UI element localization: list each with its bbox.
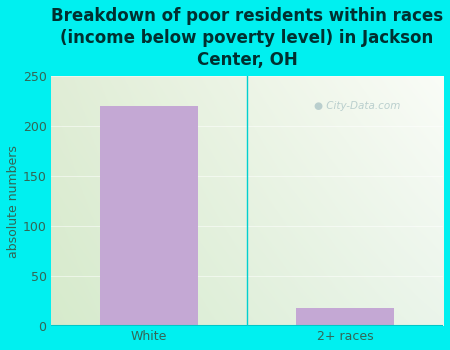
Title: Breakdown of poor residents within races
(income below poverty level) in Jackson: Breakdown of poor residents within races… — [51, 7, 443, 69]
Bar — [296, 308, 394, 326]
Text: ● City-Data.com: ● City-Data.com — [314, 102, 400, 111]
Bar — [100, 106, 198, 326]
Y-axis label: absolute numbers: absolute numbers — [7, 145, 20, 258]
